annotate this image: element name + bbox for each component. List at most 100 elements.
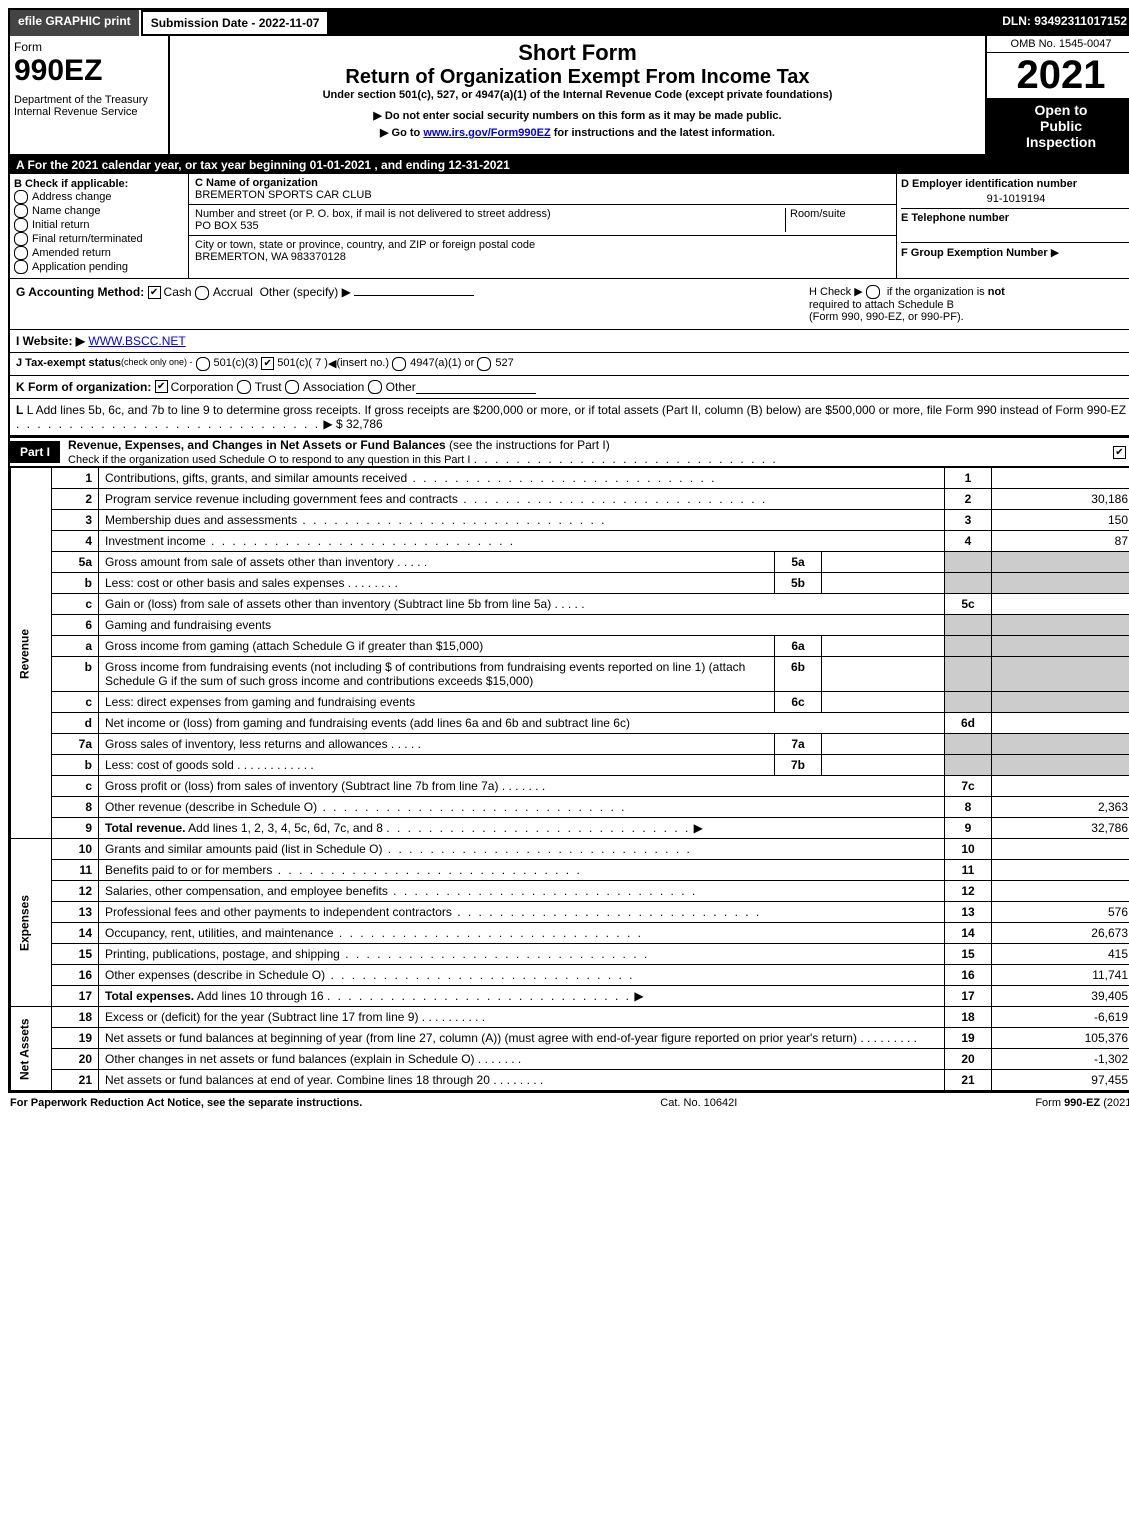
line-7c: c Gross profit or (loss) from sales of i… xyxy=(11,776,1129,797)
tel-val xyxy=(901,224,1129,243)
irs-label: Internal Revenue Service xyxy=(14,106,164,118)
line-16: 16 Other expenses (describe in Schedule … xyxy=(11,965,1129,986)
goto-pre: Go to xyxy=(392,127,424,139)
efile-label: efile GRAPHIC print xyxy=(10,10,141,36)
k-label: K Form of organization: xyxy=(16,380,151,394)
open-to-public: Open to Public Inspection xyxy=(987,98,1129,154)
l-row: L L Add lines 5b, 6c, and 7b to line 9 t… xyxy=(10,399,1129,436)
part-i-header: Part I Revenue, Expenses, and Changes in… xyxy=(10,436,1129,467)
line-6d: d Net income or (loss) from gaming and f… xyxy=(11,713,1129,734)
k-corp[interactable]: ✔ xyxy=(155,380,168,393)
j-501c[interactable]: ✔ xyxy=(261,357,274,370)
k-trust[interactable] xyxy=(237,380,251,394)
website-link[interactable]: WWW.BSCC.NET xyxy=(88,334,185,348)
note-goto: ▶ Go to www.irs.gov/Form990EZ for instru… xyxy=(174,126,981,139)
open-l1: Open to xyxy=(991,102,1129,118)
h-l2: required to attach Schedule B xyxy=(809,299,954,311)
k-other[interactable] xyxy=(368,380,382,394)
line-9: 9 Total revenue. Add lines 1, 2, 3, 4, 5… xyxy=(11,818,1129,839)
expenses-label: Expenses xyxy=(11,839,52,1007)
line-8: 8 Other revenue (describe in Schedule O)… xyxy=(11,797,1129,818)
j-501c3[interactable] xyxy=(196,357,210,371)
c-name-row: C Name of organization BREMERTON SPORTS … xyxy=(189,174,896,205)
header-right: OMB No. 1545-0047 2021 Open to Public In… xyxy=(985,36,1129,154)
form-990ez: efile GRAPHIC print Submission Date - 20… xyxy=(8,8,1129,1093)
netassets-label: Net Assets xyxy=(11,1007,52,1091)
line-6c: c Less: direct expenses from gaming and … xyxy=(11,692,1129,713)
b-opt-amended[interactable]: Amended return xyxy=(14,246,184,260)
dln: DLN: 93492311017152 xyxy=(994,10,1129,36)
part-i-title: Revenue, Expenses, and Changes in Net As… xyxy=(68,438,778,466)
b-opt-address[interactable]: Address change xyxy=(14,190,184,204)
irs-link[interactable]: www.irs.gov/Form990EZ xyxy=(423,127,550,139)
cash-check[interactable]: ✔ xyxy=(148,286,161,299)
b-opt-name[interactable]: Name change xyxy=(14,204,184,218)
f-group: F Group Exemption Number ▶ xyxy=(901,243,1129,259)
j-row: J Tax-exempt status (check only one) - 5… xyxy=(10,353,1129,376)
line-19: 19 Net assets or fund balances at beginn… xyxy=(11,1028,1129,1049)
part-i-check[interactable]: ✔ xyxy=(1113,445,1129,459)
b-opt-initial[interactable]: Initial return xyxy=(14,218,184,232)
line-21: 21 Net assets or fund balances at end of… xyxy=(11,1070,1129,1091)
b-opt-pending[interactable]: Application pending xyxy=(14,260,184,274)
line-14: 14 Occupancy, rent, utilities, and maint… xyxy=(11,923,1129,944)
k-assoc[interactable] xyxy=(285,380,299,394)
line-18: Net Assets 18 Excess or (deficit) for th… xyxy=(11,1007,1129,1028)
line-1: Revenue 1 Contributions, gifts, grants, … xyxy=(11,468,1129,489)
j-4947[interactable] xyxy=(392,357,406,371)
h-pre: H Check ▶ xyxy=(809,286,863,298)
e-tel-label: E Telephone number xyxy=(901,209,1129,224)
note-ssn: Do not enter social security numbers on … xyxy=(174,109,981,122)
title-return: Return of Organization Exempt From Incom… xyxy=(174,66,981,89)
line-17: 17 Total expenses. Add lines 10 through … xyxy=(11,986,1129,1007)
org-name: BREMERTON SPORTS CAR CLUB xyxy=(195,189,372,201)
dept-treasury: Department of the Treasury xyxy=(14,94,164,106)
footer-cat: Cat. No. 10642I xyxy=(660,1097,737,1109)
l-amount: $ 32,786 xyxy=(336,417,383,431)
line-11: 11 Benefits paid to or for members 11 xyxy=(11,860,1129,881)
h-check[interactable] xyxy=(866,285,880,299)
header-row: Form 990EZ Department of the Treasury In… xyxy=(10,36,1129,156)
revenue-label: Revenue xyxy=(11,468,52,839)
page-footer: For Paperwork Reduction Act Notice, see … xyxy=(8,1093,1129,1109)
col-c: C Name of organization BREMERTON SPORTS … xyxy=(189,174,896,278)
room-suite: Room/suite xyxy=(785,208,890,232)
g-label: G Accounting Method: xyxy=(16,285,144,299)
line-6a: a Gross income from gaming (attach Sched… xyxy=(11,636,1129,657)
line-4: 4 Investment income 4 87 xyxy=(11,531,1129,552)
other-specify[interactable] xyxy=(354,295,474,296)
line-6b: b Gross income from fundraising events (… xyxy=(11,657,1129,692)
subtitle: Under section 501(c), 527, or 4947(a)(1)… xyxy=(174,89,981,101)
lines-table: Revenue 1 Contributions, gifts, grants, … xyxy=(10,467,1129,1091)
footer-left: For Paperwork Reduction Act Notice, see … xyxy=(10,1097,362,1109)
line-6: 6 Gaming and fundraising events xyxy=(11,615,1129,636)
goto-post: for instructions and the latest informat… xyxy=(551,127,775,139)
accrual-check[interactable] xyxy=(195,286,209,300)
d-label: D Employer identification number xyxy=(901,178,1129,190)
h-not: not xyxy=(988,286,1005,298)
k-other-line[interactable] xyxy=(416,380,536,394)
part-i-tab: Part I xyxy=(10,441,60,463)
line-5a: 5a Gross amount from sale of assets othe… xyxy=(11,552,1129,573)
addr-val: PO BOX 535 xyxy=(195,220,259,232)
k-row: K Form of organization: ✔Corporation Tru… xyxy=(10,376,1129,399)
j-527[interactable] xyxy=(477,357,491,371)
h-text: if the organization is xyxy=(887,286,985,298)
addr-label: Number and street (or P. O. box, if mail… xyxy=(195,208,551,220)
col-d: D Employer identification number 91-1019… xyxy=(896,174,1129,278)
c-addr-row: Number and street (or P. O. box, if mail… xyxy=(189,205,896,236)
h-block: H Check ▶ if the organization is not req… xyxy=(809,285,1129,323)
l-text: L Add lines 5b, 6c, and 7b to line 9 to … xyxy=(27,403,1126,417)
topbar-spacer xyxy=(329,10,994,36)
line-3: 3 Membership dues and assessments 3 150 xyxy=(11,510,1129,531)
row-a-period: A For the 2021 calendar year, or tax yea… xyxy=(10,156,1129,174)
form-number: 990EZ xyxy=(14,54,164,88)
open-l2: Public xyxy=(991,118,1129,134)
check-note: Check if the organization used Schedule … xyxy=(68,454,470,466)
omb-no: OMB No. 1545-0047 xyxy=(987,36,1129,53)
line-10: Expenses 10 Grants and similar amounts p… xyxy=(11,839,1129,860)
line-7b: b Less: cost of goods sold . . . . . . .… xyxy=(11,755,1129,776)
b-opt-final[interactable]: Final return/terminated xyxy=(14,232,184,246)
c-city-row: City or town, state or province, country… xyxy=(189,236,896,266)
city-val: BREMERTON, WA 983370128 xyxy=(195,251,346,263)
